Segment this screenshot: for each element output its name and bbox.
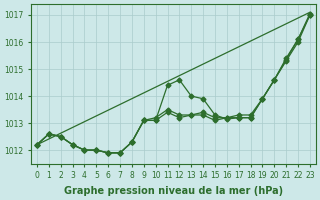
X-axis label: Graphe pression niveau de la mer (hPa): Graphe pression niveau de la mer (hPa) — [64, 186, 283, 196]
